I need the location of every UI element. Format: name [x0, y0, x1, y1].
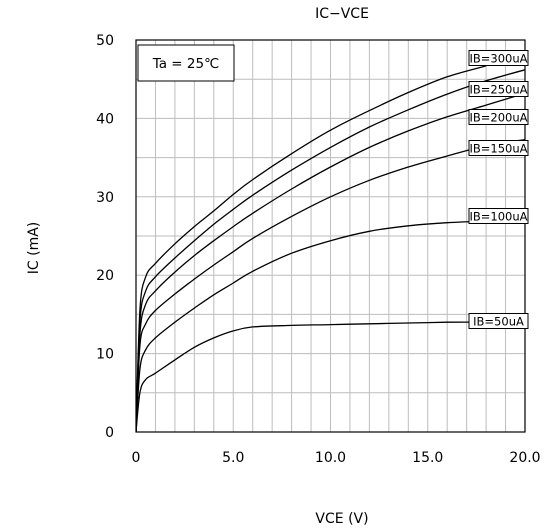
series-label: IB=100uA: [469, 210, 527, 224]
x-tick-label: 10.0: [315, 450, 346, 466]
y-tick-label: 10: [96, 347, 114, 363]
series-line: [136, 92, 525, 432]
x-tick-label: 0: [132, 450, 141, 466]
series-label: IB=200uA: [469, 111, 527, 125]
x-tick-label: 15.0: [412, 450, 443, 466]
series-label-box: [468, 50, 529, 66]
series-labels: IB=300uA IB=250uA IB=200uA IB=150uA IB=100uA…: [468, 50, 529, 329]
series-label: IB=300uA: [469, 52, 527, 66]
y-tick-label: 40: [96, 111, 114, 127]
series-line: [136, 69, 525, 432]
series-label-box: [468, 313, 529, 329]
y-axis-title: IC (mA): [26, 222, 42, 275]
y-tick-labels: 0 10 20 30 40 50: [96, 33, 114, 441]
y-tick-label: 20: [96, 268, 114, 284]
series-line: [136, 65, 487, 432]
grid: [136, 40, 525, 432]
series-label-box: [468, 81, 529, 97]
x-tick-labels: 0 5.0 10.0 15.0 20.0: [132, 450, 541, 466]
x-axis-title: VCE (V): [315, 511, 368, 527]
temperature-annotation: Ta = 25℃: [152, 56, 220, 72]
y-tick-label: 50: [96, 33, 114, 49]
annotation-box: [137, 44, 235, 82]
x-tick-label: 5.0: [222, 450, 244, 466]
series-label-box: [468, 208, 529, 224]
series-line: [136, 321, 525, 432]
series-curves: [136, 65, 525, 432]
chart-title: IC−VCE: [315, 6, 369, 22]
series-label: IB=50uA: [473, 315, 524, 329]
plot-frame: [135, 39, 526, 433]
series-line: [136, 138, 525, 432]
series-label-box: [468, 140, 529, 156]
x-tick-label: 20.0: [509, 450, 540, 466]
y-tick-label: 0: [105, 425, 114, 441]
y-tick-label: 30: [96, 190, 114, 206]
series-label-box: [468, 109, 529, 125]
series-label: IB=150uA: [469, 142, 527, 156]
series-line: [136, 219, 525, 432]
series-label: IB=250uA: [469, 83, 527, 97]
